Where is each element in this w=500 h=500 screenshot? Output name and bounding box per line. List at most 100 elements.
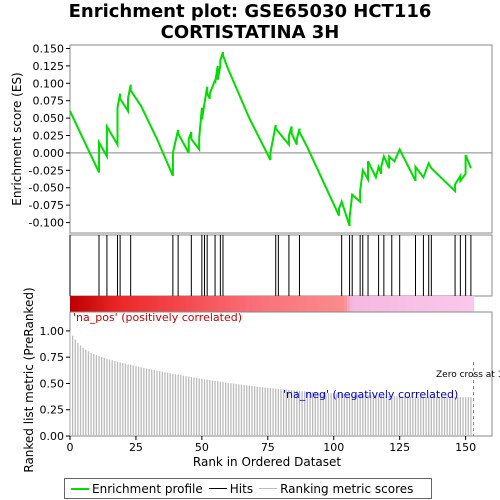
colorbar-cell — [465, 296, 469, 312]
es-ytick-label: -0.075 — [29, 199, 64, 212]
colorbar-cell — [275, 296, 279, 312]
enrichment-panel-frame — [69, 44, 493, 234]
colorbar-cell — [431, 296, 435, 312]
colorbar-cell — [296, 296, 301, 312]
colorbar-cell — [259, 296, 264, 312]
colorbar-cell — [162, 296, 166, 312]
colorbar-cell — [85, 296, 90, 312]
es-ytick-label: 0.100 — [33, 77, 65, 90]
colorbar-cell — [399, 296, 403, 312]
colorbar-cell — [444, 296, 448, 312]
rank-xlabel: Rank in Ordered Dataset — [193, 455, 341, 469]
colorbar-cell — [251, 296, 256, 312]
colorbar-cell — [143, 296, 148, 312]
chart-title-line-1: Enrichment plot: GSE65030 HCT116 — [68, 1, 432, 22]
colorbar-cell — [114, 296, 119, 312]
colorbar-cell — [468, 296, 472, 312]
colorbar-cell — [93, 296, 97, 312]
rank-xtick-label: 25 — [129, 441, 143, 454]
es-ytick-label: 0.150 — [33, 42, 65, 55]
colorbar-cell — [441, 296, 446, 312]
colorbar-cell — [462, 296, 467, 312]
colorbar-cell — [336, 296, 340, 312]
colorbar-cell — [265, 296, 269, 312]
rank-xtick-label: 50 — [195, 441, 209, 454]
colorbar-cell — [220, 296, 224, 312]
colorbar-cell — [341, 296, 345, 312]
es-ytick-label: -0.100 — [29, 217, 64, 230]
colorbar-cell — [307, 296, 311, 312]
es-ytick-label: 0.075 — [33, 95, 65, 108]
colorbar-cell — [212, 296, 216, 312]
colorbar-cell — [426, 296, 430, 312]
colorbar-cell — [112, 296, 116, 312]
colorbar-cell — [470, 296, 475, 312]
colorbar-cell — [294, 296, 298, 312]
colorbar-cell — [449, 296, 454, 312]
colorbar-cell — [141, 296, 145, 312]
colorbar-cell — [418, 296, 422, 312]
colorbar-cell — [415, 296, 419, 312]
colorbar-cell — [383, 296, 388, 312]
colorbar-cell — [433, 296, 438, 312]
colorbar-cell — [381, 296, 385, 312]
enrichment-swatch — [71, 487, 89, 490]
colorbar-cell — [394, 296, 398, 312]
rank-ytick-label: 0.00 — [40, 430, 65, 443]
colorbar-cell — [80, 296, 84, 312]
rank-xtick-label: 0 — [67, 441, 74, 454]
colorbar-cell — [70, 296, 74, 312]
neg-correlated-label: 'na_neg' (negatively correlated) — [283, 388, 458, 401]
es-ytick-label: 0.025 — [33, 130, 65, 143]
colorbar-cell — [331, 296, 335, 312]
colorbar-cell — [273, 296, 277, 312]
colorbar-cell — [362, 296, 366, 312]
colorbar-cell — [391, 296, 396, 312]
colorbar-cell — [186, 296, 190, 312]
legend-item-ranking: Ranking metric scores — [259, 482, 413, 496]
colorbar-cell — [254, 296, 258, 312]
colorbar-cell — [373, 296, 377, 312]
colorbar-cell — [281, 296, 285, 312]
colorbar-cell — [360, 296, 364, 312]
colorbar-cell — [149, 296, 153, 312]
colorbar-cell — [164, 296, 169, 312]
colorbar-cell — [328, 296, 332, 312]
colorbar-cell — [230, 296, 235, 312]
colorbar-cell — [109, 296, 113, 312]
colorbar-cell — [278, 296, 282, 312]
colorbar-cell — [135, 296, 140, 312]
colorbar-cell — [201, 296, 206, 312]
colorbar-cell — [180, 296, 185, 312]
colorbar-cell — [455, 296, 459, 312]
colorbar-cell — [217, 296, 221, 312]
colorbar-cell — [302, 296, 306, 312]
es-ytick-label: -0.025 — [29, 164, 64, 177]
colorbar-cell — [172, 296, 177, 312]
chart-title-line-2: CORTISTATINA 3H — [160, 22, 340, 43]
colorbar-cell — [344, 296, 348, 312]
rank-ytick-label: 0.75 — [40, 351, 65, 364]
rank-ylabel: Ranked list metric (PreRanked) — [22, 287, 36, 472]
colorbar-cell — [304, 296, 308, 312]
colorbar-cell — [267, 296, 272, 312]
colorbar-cell — [236, 296, 240, 312]
rank-xtick-label: 100 — [323, 441, 344, 454]
colorbar-cell — [386, 296, 390, 312]
colorbar-cell — [368, 296, 372, 312]
colorbar-cell — [188, 296, 192, 312]
colorbar-cell — [167, 296, 171, 312]
es-ytick-label: 0.050 — [33, 112, 65, 125]
colorbar-cell — [244, 296, 248, 312]
colorbar-cell — [423, 296, 427, 312]
legend-item-hits: Hits — [208, 482, 253, 496]
colorbar-cell — [117, 296, 121, 312]
colorbar-cell — [291, 296, 295, 312]
colorbar-cell — [122, 296, 126, 312]
colorbar-cell — [286, 296, 290, 312]
colorbar-cell — [325, 296, 330, 312]
hits-swatch — [208, 488, 227, 489]
colorbar-cell — [410, 296, 414, 312]
colorbar-cell — [128, 296, 132, 312]
